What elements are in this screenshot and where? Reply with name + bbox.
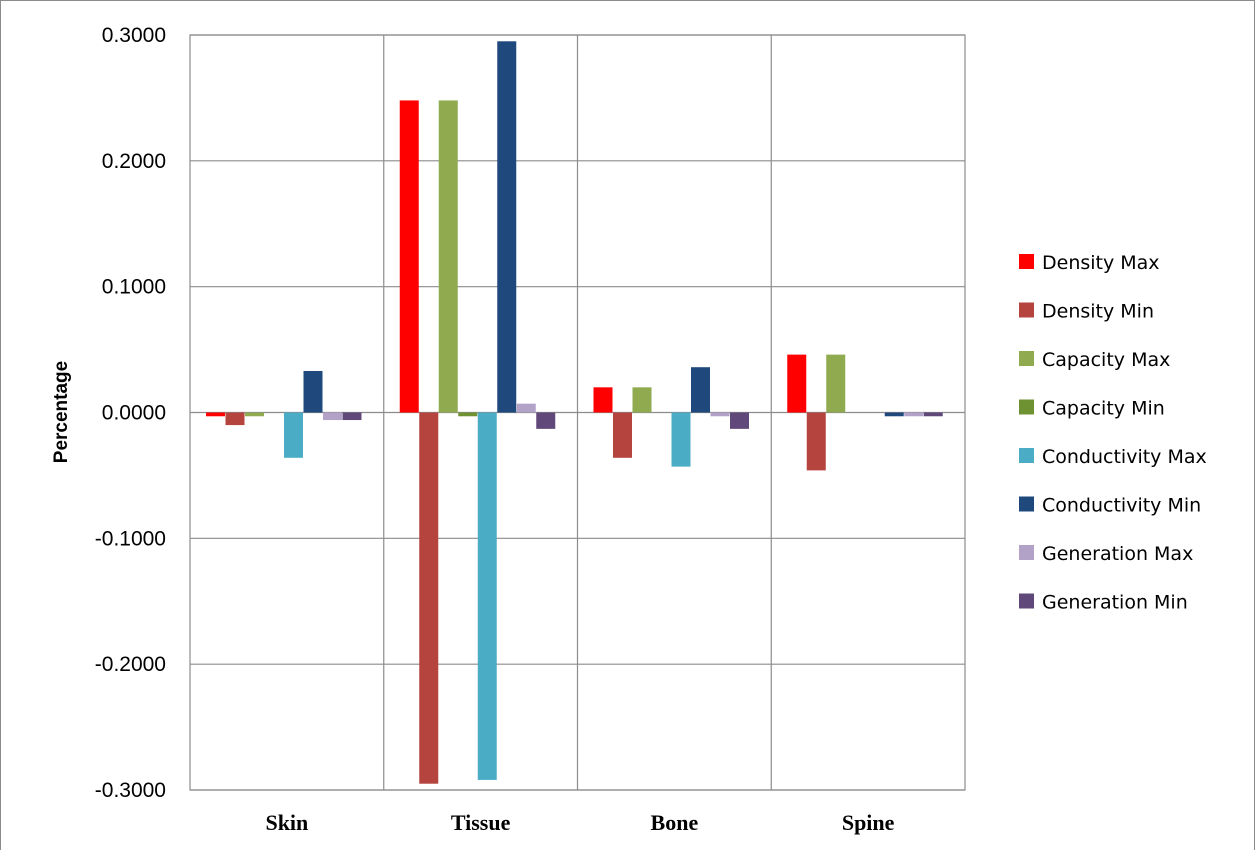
legend-item: Generation Max: [1019, 543, 1193, 565]
bar-conductivity-min-spine: [884, 412, 904, 417]
legend-label: Capacity Min: [1042, 398, 1165, 420]
bar-generation-max-bone: [710, 412, 730, 417]
legend-swatch: [1019, 593, 1034, 609]
y-tick-label: -0.2000: [95, 653, 166, 676]
y-tick-label: 0.3000: [102, 24, 166, 47]
y-tick-label: 0.0000: [102, 402, 166, 425]
legend-item: Generation Min: [1019, 592, 1188, 614]
y-tick-label: -0.1000: [95, 527, 166, 550]
legend-item: Conductivity Max: [1019, 446, 1207, 468]
y-tick-labels: 0.3000 0.2000 0.1000 0.0000 -0.1000 -0.2000 -0…: [95, 24, 166, 802]
y-tick-label: 0.2000: [102, 150, 166, 173]
bar-density-min-tissue: [419, 412, 439, 784]
legend-swatch: [1019, 545, 1034, 560]
legend-label: Conductivity Min: [1042, 495, 1201, 517]
bar-density-max-tissue: [399, 100, 419, 413]
bar-generation-min-tissue: [536, 412, 556, 429]
bar-generation-max-tissue: [516, 403, 536, 413]
legend-label: Generation Max: [1042, 543, 1193, 565]
legend-item: Density Max: [1019, 252, 1160, 274]
bar-generation-max-skin: [323, 412, 342, 421]
y-axis-title: Percentage: [51, 361, 72, 463]
legend-swatch: [1019, 448, 1034, 463]
x-tick-label: Tissue: [451, 810, 511, 835]
bar-generation-min-skin: [342, 412, 362, 421]
bars-layer: [206, 41, 943, 784]
legend-swatch: [1019, 399, 1034, 415]
y-tick-label: 0.1000: [102, 276, 166, 299]
bar-capacity-max-tissue: [438, 100, 458, 413]
legend-label: Generation Min: [1042, 592, 1188, 614]
plot-area-border: [189, 34, 966, 791]
bar-conductivity-min-bone: [691, 367, 710, 413]
legend-swatch: [1019, 351, 1034, 366]
legend-swatch: [1019, 302, 1034, 318]
bar-density-min-spine: [806, 412, 826, 471]
bar-capacity-min-tissue: [458, 412, 478, 417]
bar-conductivity-min-tissue: [497, 41, 517, 413]
bar-capacity-max-bone: [632, 387, 652, 413]
y-tick-label: -0.3000: [95, 779, 166, 802]
bar-conductivity-max-skin: [284, 412, 303, 458]
bar-density-max-spine: [787, 354, 807, 413]
legend-label: Density Min: [1042, 301, 1154, 323]
x-tick-label: Spine: [842, 810, 895, 835]
bar-capacity-max-skin: [245, 412, 264, 417]
legend: Density Max Density Min Capacity Max Capaci…: [1019, 252, 1207, 614]
bar-conductivity-max-bone: [671, 412, 691, 467]
legend-item: Conductivity Min: [1019, 495, 1201, 517]
legend-item: Capacity Max: [1019, 349, 1170, 371]
legend-item: Capacity Min: [1019, 398, 1165, 420]
bar-capacity-max-spine: [826, 354, 846, 413]
bar-generation-max-spine: [904, 412, 924, 417]
bar-conductivity-min-skin: [303, 370, 323, 413]
bar-density-max-skin: [206, 412, 225, 417]
bar-generation-min-spine: [923, 412, 943, 417]
bar-conductivity-max-tissue: [477, 412, 497, 780]
legend-label: Conductivity Max: [1042, 446, 1207, 468]
legend-swatch: [1019, 254, 1034, 269]
legend-label: Density Max: [1042, 252, 1160, 274]
legend-item: Density Min: [1019, 301, 1154, 323]
x-tick-label: Skin: [265, 810, 308, 835]
bar-density-min-bone: [613, 412, 632, 458]
legend-label: Capacity Max: [1042, 349, 1170, 371]
x-tick-label: Bone: [651, 810, 699, 835]
bar-generation-min-bone: [730, 412, 749, 429]
bar-density-max-bone: [593, 387, 613, 413]
legend-swatch: [1019, 496, 1034, 512]
x-tick-labels: Skin Tissue Bone Spine: [265, 810, 894, 835]
bar-density-min-skin: [225, 412, 245, 426]
